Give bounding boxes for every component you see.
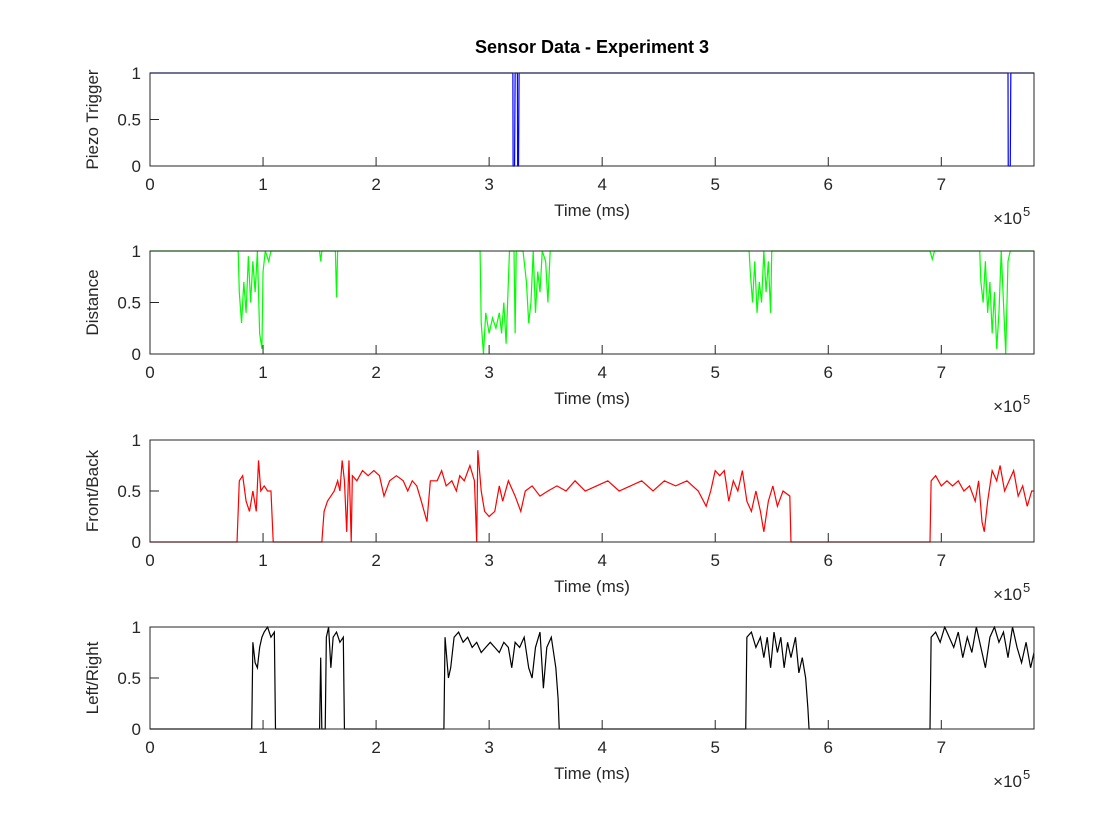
plot-area (150, 251, 1034, 354)
y-tick-label: 1 (132, 64, 141, 83)
y-tick-label: 0 (132, 533, 141, 552)
y-axis-label: Distance (83, 269, 102, 335)
x-tick-label: 3 (484, 551, 493, 570)
x-tick-label: 7 (937, 738, 946, 757)
x-tick-label: 2 (371, 175, 380, 194)
x-axis-label: Time (ms) (554, 201, 630, 220)
plot-area (150, 73, 1034, 166)
x-tick-label: 0 (145, 738, 154, 757)
subplot: Sensor Data - Experiment 3 0 1 2 3 4 5 6 7 0 0.5 1 T… (83, 37, 1035, 228)
x-tick-label: 0 (145, 551, 154, 570)
x-axis-label: Time (ms) (554, 577, 630, 596)
x-tick-label: 6 (824, 738, 833, 757)
x-tick-label: 2 (371, 363, 380, 382)
x-exponent-base: ×10 (993, 772, 1022, 791)
y-tick-label: 0.5 (117, 482, 141, 501)
x-tick-label: 7 (937, 363, 946, 382)
x-tick-label: 3 (484, 175, 493, 194)
x-tick-label: 3 (484, 738, 493, 757)
x-tick-label: 2 (371, 738, 380, 757)
x-exponent-base: ×10 (993, 585, 1022, 604)
x-exponent-base: ×10 (993, 209, 1022, 228)
x-exponent-power: 5 (1023, 767, 1030, 782)
y-tick-label: 0.5 (117, 669, 141, 688)
x-tick-label: 0 (145, 363, 154, 382)
data-line (150, 626, 1034, 730)
x-tick-label: 1 (258, 551, 267, 570)
axes-box (149, 626, 1035, 730)
y-tick-label: 0 (132, 157, 141, 176)
y-axis-label: Piezo Trigger (83, 69, 102, 169)
x-tick-label: 6 (824, 551, 833, 570)
y-tick-label: 1 (132, 242, 141, 261)
x-exponent-power: 5 (1023, 204, 1030, 219)
x-tick-label: 4 (597, 363, 606, 382)
chart-title: Sensor Data - Experiment 3 (475, 37, 709, 57)
x-exponent-base: ×10 (993, 397, 1022, 416)
axes-box (149, 439, 1035, 543)
data-line (150, 450, 1034, 543)
x-axis-label: Time (ms) (554, 389, 630, 408)
x-axis-label: Time (ms) (554, 764, 630, 783)
y-tick-label: 0.5 (117, 294, 141, 313)
x-tick-label: 4 (597, 175, 606, 194)
y-tick-label: 0 (132, 345, 141, 364)
x-tick-label: 1 (258, 175, 267, 194)
x-tick-label: 5 (710, 738, 719, 757)
axes-box (149, 250, 1035, 355)
y-tick-label: 0.5 (117, 111, 141, 130)
x-tick-label: 2 (371, 551, 380, 570)
y-tick-label: 1 (132, 618, 141, 637)
x-tick-label: 4 (597, 738, 606, 757)
plot-area (150, 440, 1034, 542)
axes-box (149, 72, 1035, 167)
x-tick-label: 7 (937, 175, 946, 194)
x-tick-label: 5 (710, 551, 719, 570)
x-tick-label: 7 (937, 551, 946, 570)
x-tick-label: 1 (258, 738, 267, 757)
x-exponent-power: 5 (1023, 580, 1030, 595)
x-tick-label: 4 (597, 551, 606, 570)
x-tick-label: 5 (710, 363, 719, 382)
plot-area (150, 627, 1034, 729)
x-tick-label: 6 (824, 175, 833, 194)
y-axis-label: Front/Back (83, 449, 102, 532)
y-axis-label: Left/Right (83, 641, 102, 714)
x-tick-label: 3 (484, 363, 493, 382)
x-tick-label: 6 (824, 363, 833, 382)
x-tick-label: 0 (145, 175, 154, 194)
data-line (150, 250, 1034, 355)
x-tick-label: 1 (258, 363, 267, 382)
y-tick-label: 1 (132, 431, 141, 450)
x-tick-label: 5 (710, 175, 719, 194)
x-exponent-power: 5 (1023, 392, 1030, 407)
y-tick-label: 0 (132, 720, 141, 739)
